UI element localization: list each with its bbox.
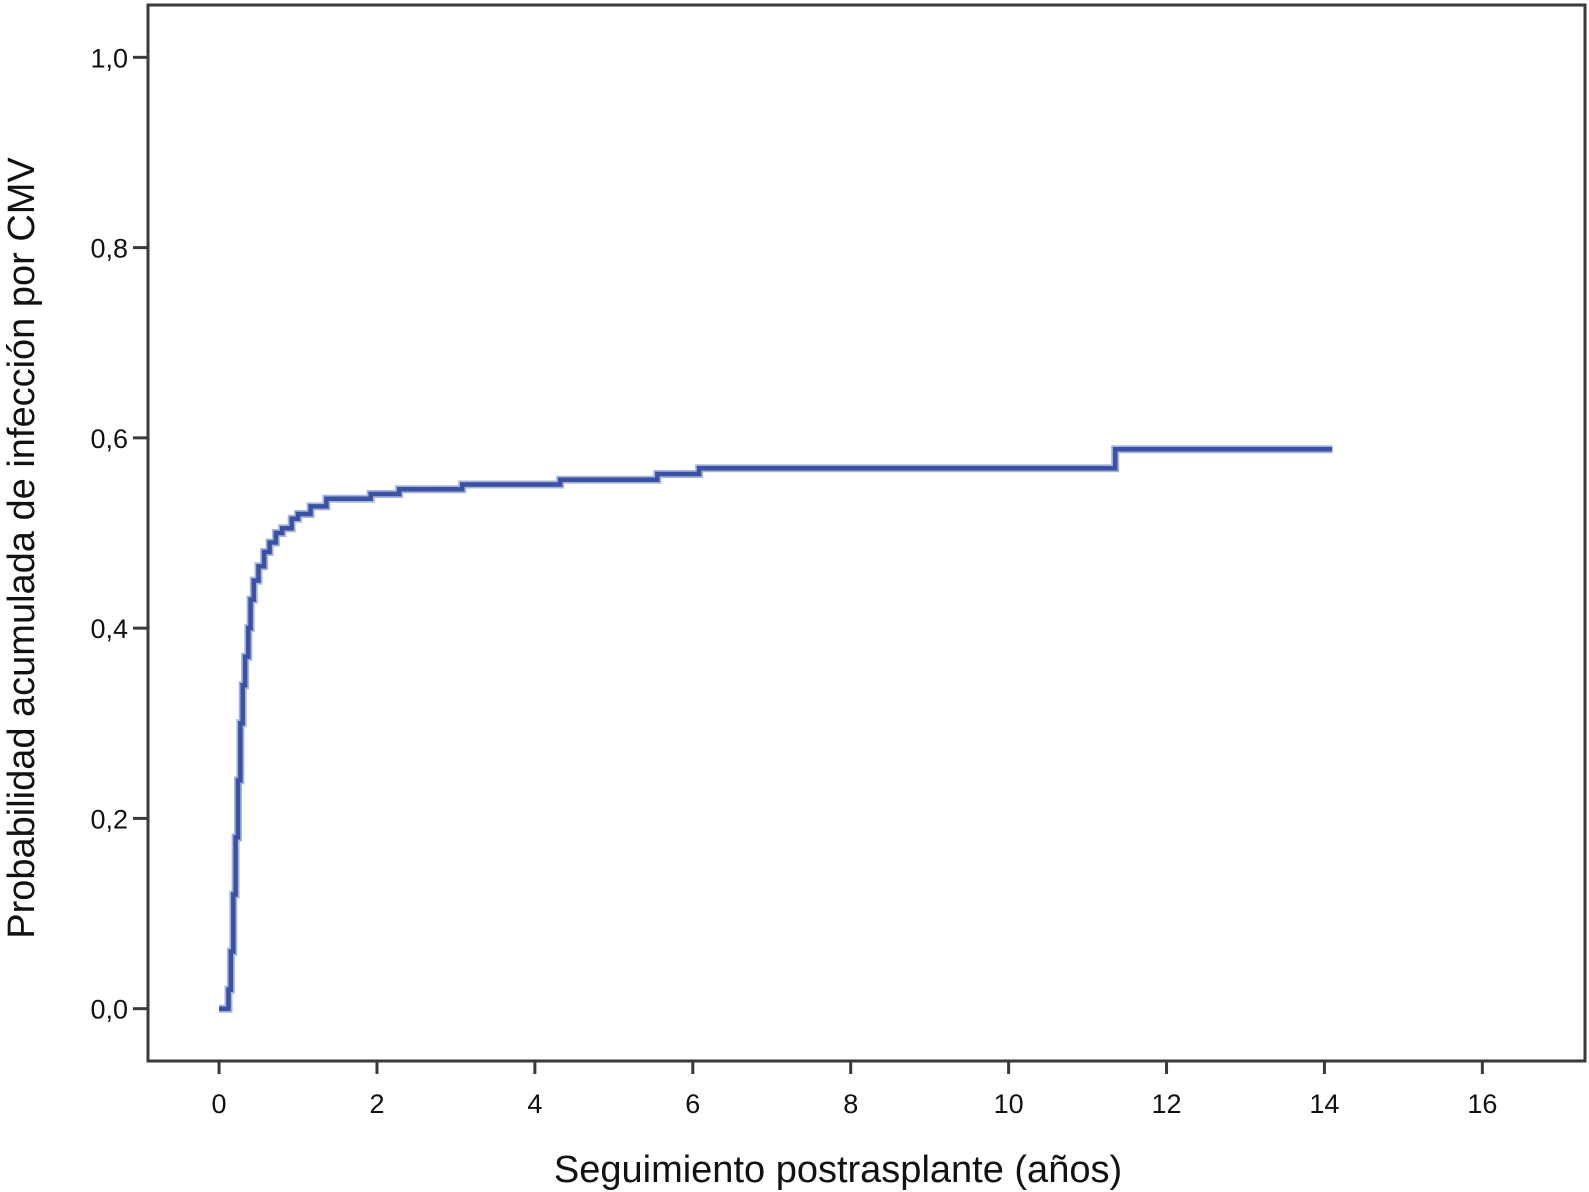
x-tick-label: 8 bbox=[843, 1089, 858, 1119]
plot-frame bbox=[146, 3, 1587, 1063]
x-tick-label: 12 bbox=[1152, 1089, 1182, 1119]
y-tick-label: 1,0 bbox=[90, 43, 128, 73]
series-line bbox=[219, 447, 1333, 1011]
x-axis-title: Seguimiento postrasplante (años) bbox=[554, 1149, 1122, 1191]
x-tick-label: 14 bbox=[1309, 1089, 1339, 1119]
x-tick-label: 16 bbox=[1467, 1089, 1497, 1119]
y-tick-label: 0,4 bbox=[90, 614, 128, 644]
x-tick-label: 2 bbox=[369, 1089, 384, 1119]
x-tick-label: 4 bbox=[527, 1089, 542, 1119]
y-axis-ticks: 0,0 0,2 0,4 0,6 0,8 1,0 bbox=[90, 43, 148, 1025]
y-tick-label: 0,2 bbox=[90, 804, 128, 834]
y-tick-label: 0,6 bbox=[90, 424, 128, 454]
x-tick-label: 0 bbox=[212, 1089, 227, 1119]
y-axis-title: Probabilidad acumulada de infección por … bbox=[1, 157, 43, 939]
series-layer bbox=[219, 445, 1333, 1013]
x-tick-label: 10 bbox=[994, 1089, 1024, 1119]
x-tick-label: 6 bbox=[685, 1089, 700, 1119]
y-tick-label: 0,0 bbox=[90, 995, 128, 1025]
y-tick-label: 0,8 bbox=[90, 234, 128, 264]
x-axis-ticks: 0 2 4 6 8 10 12 14 16 bbox=[212, 1061, 1497, 1119]
